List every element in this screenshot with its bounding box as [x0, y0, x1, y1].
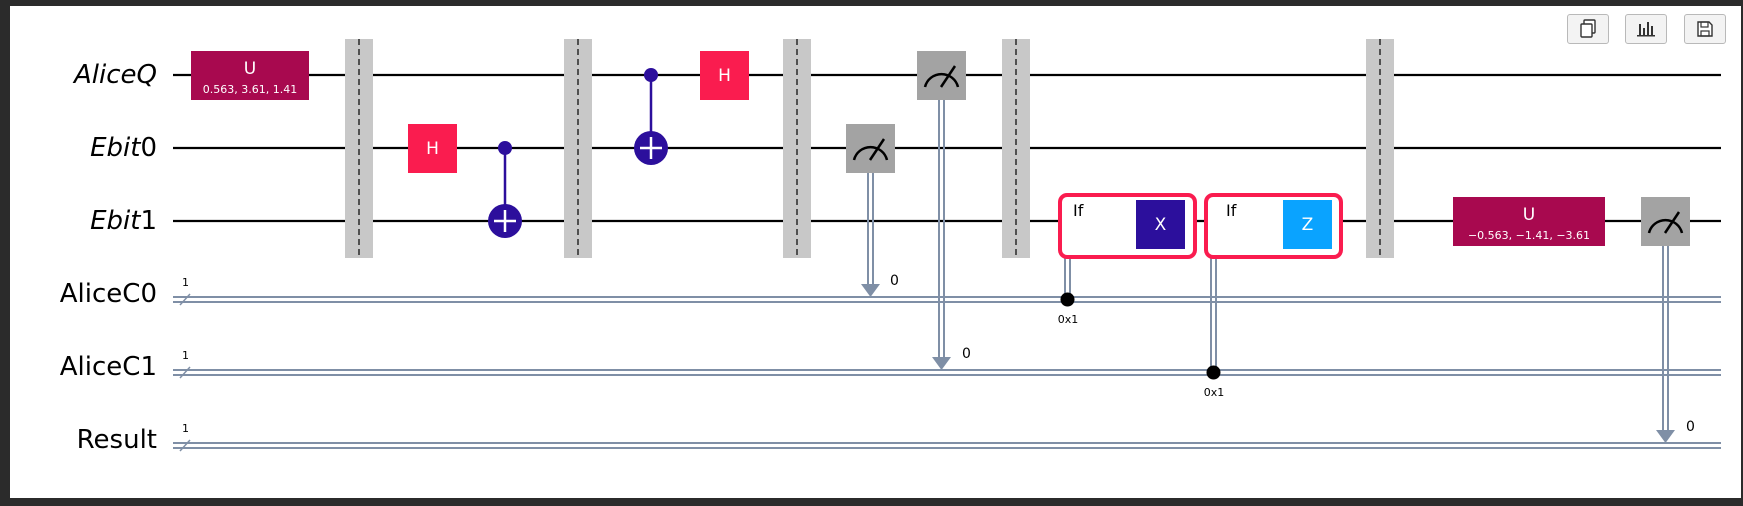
bus-width-marker-result: 1	[179, 422, 191, 452]
svg-text:0.563, 3.61, 1.41: 0.563, 3.61, 1.41	[203, 83, 297, 96]
wire-label-ebit1: Ebit1	[90, 206, 157, 236]
chart-button[interactable]	[1625, 14, 1667, 44]
wire-label-alicec0: AliceC0	[60, 279, 157, 309]
if-x-block: If X 0x1	[1058, 193, 1197, 326]
svg-text:0: 0	[962, 346, 971, 362]
svg-text:0: 0	[890, 273, 899, 289]
h-gate-aliceq: H	[700, 51, 749, 100]
measure-ebit0: 0	[846, 124, 899, 297]
copy-icon	[1580, 19, 1596, 38]
save-button[interactable]	[1684, 14, 1726, 44]
barrier-3	[783, 39, 811, 258]
barrier-5	[1366, 39, 1394, 258]
svg-text:−0.563, −1.41, −3.61: −0.563, −1.41, −3.61	[1468, 229, 1590, 242]
save-icon	[1697, 21, 1713, 37]
svg-text:H: H	[426, 139, 439, 159]
classical-wire-alicec1	[173, 369, 1721, 376]
svg-text:If: If	[1073, 201, 1084, 220]
cnot-aliceq-ebit0	[634, 68, 668, 165]
wire-label-alicec1: AliceC1	[60, 352, 157, 382]
svg-text:1: 1	[182, 276, 189, 289]
svg-text:1: 1	[182, 349, 189, 362]
bus-width-marker-alicec0: 1	[179, 276, 191, 306]
svg-text:0: 0	[1686, 419, 1695, 435]
cnot-ebit0-ebit1	[488, 141, 522, 238]
measure-aliceq: 0	[917, 51, 971, 370]
u-gate-aliceq: U 0.563, 3.61, 1.41	[191, 51, 309, 100]
wire-label-result: Result	[77, 425, 157, 455]
barrier-4	[1002, 39, 1030, 258]
svg-text:Z: Z	[1302, 215, 1314, 235]
wire-label-ebit0: Ebit0	[90, 133, 157, 163]
wire-label-aliceq: AliceQ	[72, 60, 157, 90]
if-z-block: If Z 0x1	[1204, 193, 1343, 399]
svg-text:U: U	[244, 59, 256, 79]
measure-ebit1: 0	[1641, 197, 1695, 443]
h-gate-ebit0: H	[408, 124, 457, 173]
svg-text:H: H	[718, 66, 731, 86]
svg-text:0x1: 0x1	[1204, 386, 1225, 399]
svg-text:U: U	[1523, 205, 1535, 225]
classical-wire-result	[173, 442, 1721, 449]
circuit-canvas: AliceQ Ebit0 Ebit1 AliceC0 AliceC1 Resul…	[10, 6, 1741, 498]
bar-chart-icon	[1637, 22, 1655, 37]
svg-text:0x1: 0x1	[1058, 313, 1079, 326]
svg-text:1: 1	[182, 422, 189, 435]
svg-text:If: If	[1226, 201, 1237, 220]
barrier-2	[564, 39, 592, 258]
copy-button[interactable]	[1567, 14, 1609, 44]
u-gate-ebit1: U −0.563, −1.41, −3.61	[1453, 197, 1605, 246]
barrier-1	[345, 39, 373, 258]
classical-wire-alicec0	[173, 296, 1721, 303]
svg-text:X: X	[1155, 215, 1167, 235]
bus-width-marker-alicec1: 1	[179, 349, 191, 379]
